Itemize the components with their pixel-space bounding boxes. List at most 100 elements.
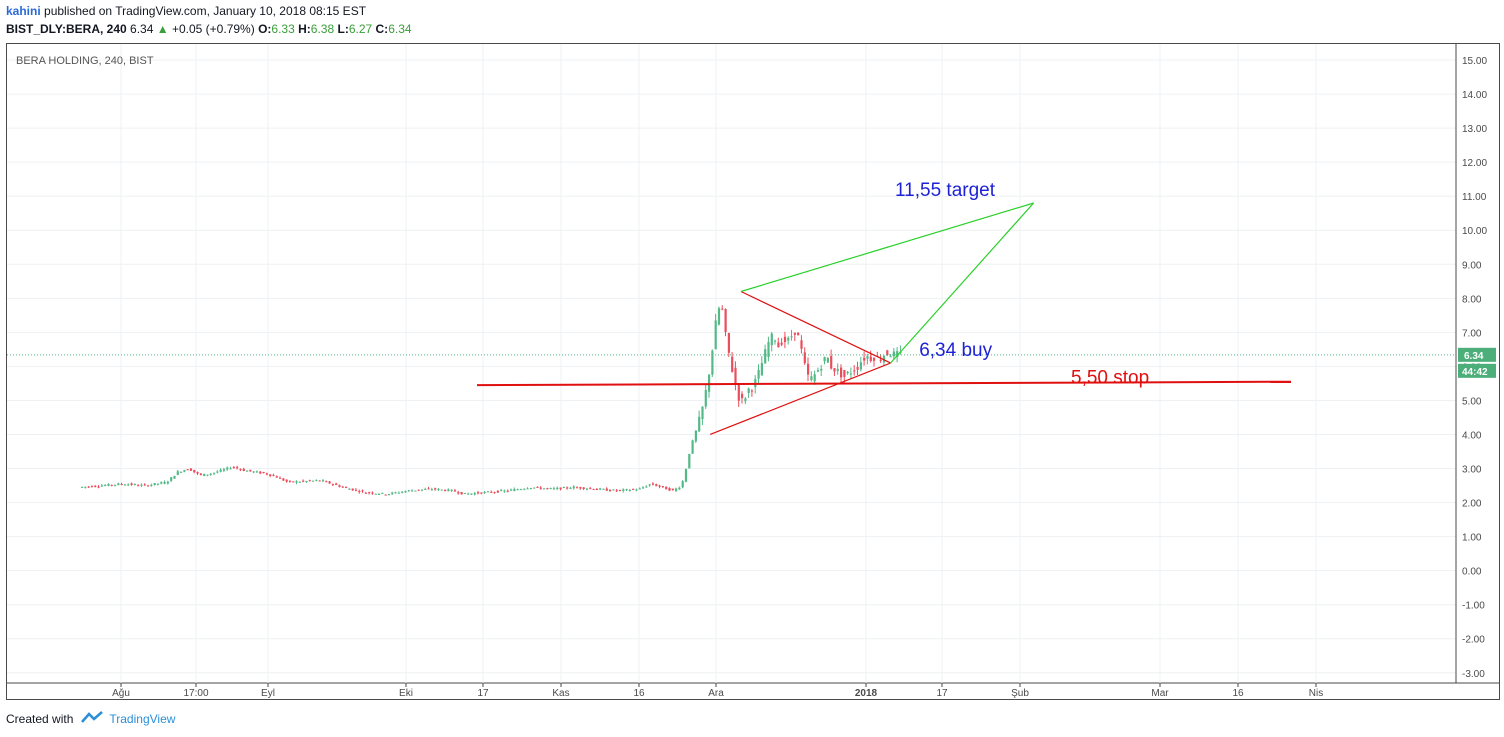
candle-body: [711, 350, 714, 375]
candle-body: [397, 492, 400, 494]
low-value: 6.27: [348, 22, 373, 36]
candle-body: [645, 486, 648, 488]
candle-body: [701, 406, 704, 420]
candle-body: [582, 487, 585, 490]
candle-body: [665, 486, 668, 490]
candle-body: [519, 489, 523, 491]
candle-body: [579, 487, 582, 489]
candle-body: [173, 475, 176, 479]
candle-body: [556, 487, 559, 489]
candle-body: [536, 486, 539, 488]
y-tick-label: 11.00: [1462, 192, 1487, 203]
candle-body: [176, 471, 179, 475]
candle-body: [384, 494, 387, 496]
candle-body: [381, 492, 384, 494]
candle-body: [483, 491, 486, 493]
candle-body: [529, 488, 532, 490]
candle-body: [737, 384, 740, 401]
candle-body: [513, 489, 516, 492]
candle-body: [618, 489, 622, 491]
candle-body: [457, 492, 460, 494]
candle-body: [747, 388, 750, 393]
candle-body: [500, 490, 503, 492]
candle-body: [183, 470, 186, 472]
candle-body: [341, 486, 344, 488]
candle-body: [401, 491, 404, 493]
candle-body: [279, 477, 282, 479]
candle-body: [473, 493, 476, 495]
candle-body: [569, 488, 572, 490]
candle-body: [671, 488, 674, 491]
candle-body: [417, 489, 420, 491]
candle-body: [688, 453, 691, 469]
created-with-label: Created with: [6, 711, 74, 726]
candle-body: [635, 489, 638, 491]
candle-body: [368, 492, 371, 494]
candle-body: [810, 376, 813, 381]
candle-body: [252, 471, 255, 473]
candle-body: [180, 471, 183, 473]
candle-body: [820, 368, 823, 371]
candle-body: [840, 367, 843, 378]
candle-body: [216, 471, 219, 473]
close-value: 6.34: [388, 22, 412, 36]
candle-body: [803, 352, 806, 364]
x-tick-label: 17: [477, 688, 489, 699]
candle-body: [886, 350, 889, 356]
y-tick-label: 5.00: [1462, 396, 1482, 407]
candle-body: [292, 481, 295, 483]
candle-body: [873, 358, 876, 361]
candle-body: [196, 472, 199, 474]
candle-body: [609, 489, 612, 491]
last-price-tag-label: 6.34: [1464, 351, 1484, 362]
candle-body: [463, 492, 466, 494]
candle-body: [523, 488, 526, 490]
candle-body: [153, 483, 156, 486]
candle-body: [460, 492, 463, 495]
candle-body: [559, 487, 562, 490]
x-tick-label: Eki: [399, 688, 413, 699]
candle-body: [354, 489, 358, 491]
candle-body: [213, 472, 216, 474]
tradingview-link[interactable]: TradingView: [109, 711, 176, 726]
candle-body: [302, 480, 305, 482]
y-tick-label: 7.00: [1462, 328, 1482, 339]
close-label: C:: [375, 22, 389, 36]
candle-body: [282, 478, 285, 481]
candle-body: [269, 474, 272, 476]
candle-body: [189, 468, 193, 471]
x-tick-label: 17:00: [183, 688, 208, 699]
up-arrow-icon: ▲: [156, 22, 169, 36]
candle-body: [351, 488, 354, 491]
candle-body: [133, 484, 136, 486]
candle-body: [585, 488, 589, 490]
candle-body: [734, 367, 737, 385]
candle-body: [744, 398, 747, 402]
candle-body: [199, 473, 202, 475]
candle-body: [331, 484, 334, 486]
candle-body: [242, 468, 245, 471]
candle-body: [658, 485, 661, 487]
candle-body: [717, 308, 721, 325]
countdown-label: 44:42: [1462, 367, 1488, 378]
x-tick-label: Eyl: [261, 688, 275, 699]
chart-area[interactable]: 15.00 14.00 13.00 12.00 11.00 10.00 9.00 8.00 7.…: [6, 43, 1500, 700]
y-tick-label: 0.00: [1462, 567, 1482, 578]
candle-body: [305, 481, 308, 483]
annotation-label: 6,34 buy: [919, 340, 992, 361]
candle-body: [110, 484, 113, 486]
candle-body: [493, 492, 496, 494]
candle-body: [678, 487, 681, 490]
candle-body: [453, 490, 457, 492]
publish-line: kahini published on TradingView.com, Jan…: [6, 4, 366, 18]
candle-body: [562, 487, 565, 489]
candle-body: [335, 483, 338, 485]
candle-body: [427, 488, 430, 490]
author-link[interactable]: kahini: [6, 4, 41, 18]
candle-body: [447, 489, 450, 492]
candle-body: [285, 479, 288, 482]
price-chart[interactable]: 15.00 14.00 13.00 12.00 11.00 10.00 9.00 8.00 7.…: [6, 43, 1500, 700]
candle-body: [209, 473, 212, 475]
candle-body: [123, 484, 127, 486]
candle-body: [193, 469, 196, 473]
